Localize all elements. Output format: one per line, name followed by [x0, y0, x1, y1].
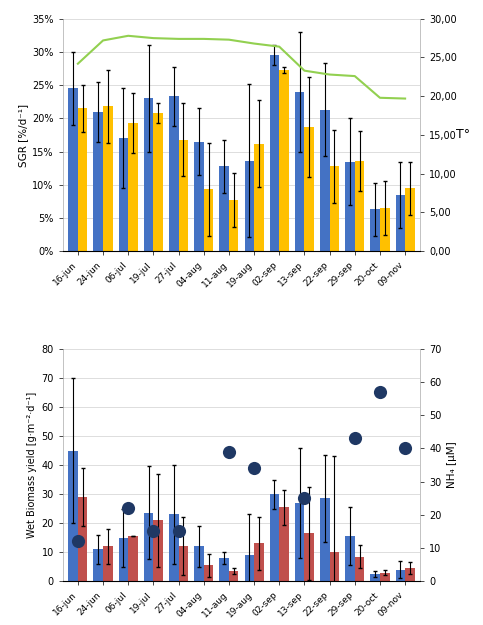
Bar: [380, 208, 389, 251]
Bar: [254, 144, 264, 251]
Bar: [194, 546, 204, 581]
Bar: [270, 494, 279, 581]
Bar: [169, 514, 179, 581]
Bar: [345, 536, 355, 581]
Bar: [320, 110, 329, 251]
Y-axis label: SGR [%/d⁻¹]: SGR [%/d⁻¹]: [18, 103, 28, 166]
Bar: [244, 555, 254, 581]
Bar: [279, 507, 289, 581]
Point: [150, 526, 157, 536]
Bar: [68, 89, 78, 251]
Bar: [179, 139, 188, 251]
Bar: [154, 520, 163, 581]
Bar: [370, 209, 380, 251]
Bar: [78, 497, 87, 581]
Point: [175, 526, 183, 536]
Bar: [295, 503, 304, 581]
Y-axis label: NH₄ [μM]: NH₄ [μM]: [447, 442, 457, 488]
Bar: [68, 451, 78, 581]
Point: [376, 387, 384, 397]
Bar: [320, 499, 329, 581]
Bar: [144, 513, 154, 581]
Bar: [270, 55, 279, 251]
Bar: [94, 549, 103, 581]
Bar: [204, 189, 213, 251]
Bar: [370, 574, 380, 581]
Bar: [396, 195, 405, 251]
Point: [300, 493, 308, 503]
Bar: [128, 536, 138, 581]
Bar: [194, 142, 204, 251]
Bar: [345, 161, 355, 251]
Point: [124, 503, 132, 513]
Bar: [355, 161, 364, 251]
Bar: [219, 166, 229, 251]
Bar: [254, 544, 264, 581]
Bar: [329, 166, 339, 251]
Bar: [103, 546, 113, 581]
Point: [250, 463, 258, 473]
Bar: [103, 106, 113, 251]
Bar: [144, 99, 154, 251]
Bar: [380, 572, 389, 581]
Bar: [279, 70, 289, 251]
Bar: [304, 533, 314, 581]
Bar: [94, 112, 103, 251]
Bar: [405, 568, 415, 581]
Point: [351, 434, 359, 444]
Bar: [405, 188, 415, 251]
Bar: [119, 138, 128, 251]
Point: [401, 443, 409, 453]
Bar: [119, 538, 128, 581]
Bar: [396, 569, 405, 581]
Point: [74, 536, 82, 546]
Bar: [329, 552, 339, 581]
Y-axis label: Wet Biomass yield [g·m⁻²·d⁻¹]: Wet Biomass yield [g·m⁻²·d⁻¹]: [27, 392, 37, 538]
Y-axis label: T°: T°: [455, 129, 470, 141]
Bar: [244, 161, 254, 251]
Bar: [78, 108, 87, 251]
Bar: [154, 113, 163, 251]
Bar: [295, 92, 304, 251]
Bar: [179, 546, 188, 581]
Bar: [355, 556, 364, 581]
Bar: [219, 558, 229, 581]
Bar: [304, 127, 314, 251]
Bar: [169, 96, 179, 251]
Bar: [204, 565, 213, 581]
Bar: [229, 200, 239, 251]
Point: [225, 447, 233, 457]
Bar: [229, 571, 239, 581]
Bar: [128, 123, 138, 251]
